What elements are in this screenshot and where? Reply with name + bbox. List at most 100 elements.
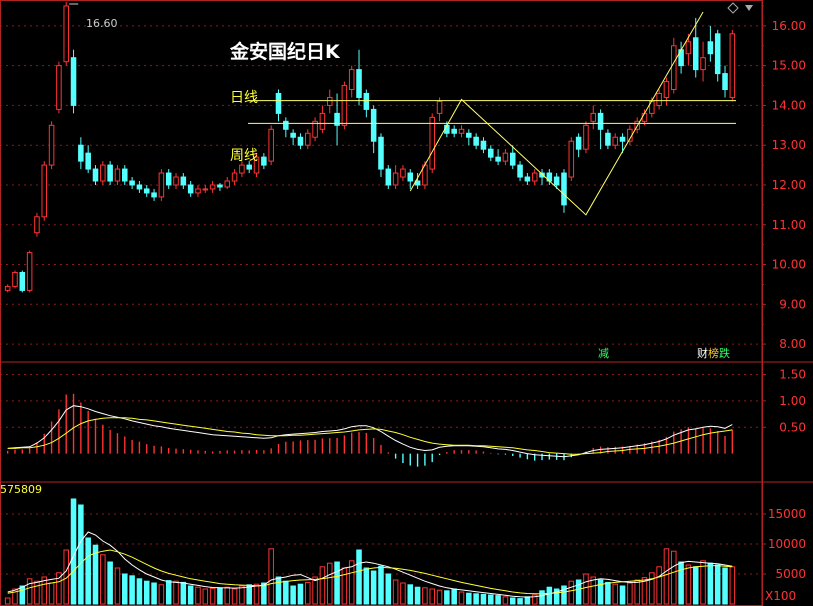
candle-body xyxy=(305,132,311,146)
candle-body xyxy=(700,57,706,71)
candle xyxy=(656,89,662,110)
candle-body xyxy=(48,124,55,166)
candle xyxy=(729,29,736,102)
window-controls[interactable] xyxy=(727,2,753,14)
volume-bar xyxy=(729,566,736,605)
volume-bar xyxy=(107,561,113,605)
volume-bar xyxy=(634,579,640,605)
daily-line-label: 日线 xyxy=(230,90,258,106)
candle-body xyxy=(34,216,40,234)
candle-body xyxy=(107,164,113,182)
volume-bar xyxy=(348,560,355,605)
volume-bar xyxy=(531,594,538,605)
volume-bar xyxy=(583,573,589,605)
trend-lines xyxy=(409,11,704,216)
volume-bar xyxy=(414,586,421,605)
volume-bar xyxy=(158,584,165,605)
candle-body xyxy=(597,112,604,130)
candle xyxy=(392,165,399,189)
candle xyxy=(619,133,626,154)
macd-dif-line xyxy=(7,405,733,458)
candle xyxy=(231,169,238,185)
candle-body xyxy=(575,136,582,150)
candle-body xyxy=(261,156,267,166)
price-tick-label: 11.00 xyxy=(772,218,806,232)
candle xyxy=(261,153,267,170)
candle-body xyxy=(78,144,84,162)
volume-ma-short xyxy=(7,531,733,598)
candle xyxy=(209,181,216,193)
volume-bar xyxy=(19,585,26,605)
candle xyxy=(12,270,18,289)
candle-body xyxy=(173,176,179,186)
macd-series xyxy=(6,393,734,467)
candle xyxy=(722,65,728,98)
volume-bar xyxy=(473,593,479,605)
volume-bar xyxy=(231,588,238,605)
candle-body xyxy=(656,92,662,106)
volume-bar xyxy=(444,590,450,605)
volume-bar xyxy=(370,570,377,605)
candle-body xyxy=(246,164,252,170)
candle xyxy=(305,129,311,150)
price-tick-label: 15.00 xyxy=(772,59,806,73)
candle xyxy=(568,137,575,181)
candle-body xyxy=(326,96,333,106)
candle-body xyxy=(517,164,523,178)
price-tick-label: 10.00 xyxy=(772,258,806,272)
volume-bar xyxy=(714,564,721,605)
candle xyxy=(714,29,721,82)
volume-bar xyxy=(239,585,245,605)
candle xyxy=(400,165,406,181)
chart-title: 金安国纪日K xyxy=(229,40,341,63)
candle xyxy=(436,97,443,122)
candle xyxy=(356,49,362,106)
price-tick-label: 12.00 xyxy=(772,178,806,192)
candle xyxy=(180,173,187,189)
triangle-down-icon[interactable] xyxy=(745,5,753,11)
volume-bar xyxy=(627,582,633,605)
candle xyxy=(85,145,91,174)
candle-body xyxy=(41,164,48,218)
candle-body xyxy=(92,168,99,182)
candle-body xyxy=(619,136,626,142)
tag-fall: 跌 xyxy=(719,346,730,360)
candle xyxy=(488,145,494,162)
candle xyxy=(122,165,128,185)
volume-bar xyxy=(143,580,150,605)
candle xyxy=(407,169,414,189)
volume-bar xyxy=(48,582,55,605)
volume-bar xyxy=(305,581,311,605)
candle xyxy=(326,89,333,114)
candle-body xyxy=(217,184,223,188)
candle xyxy=(370,105,377,154)
candle-body xyxy=(312,120,318,138)
candle xyxy=(707,25,714,62)
candle-body xyxy=(568,140,575,178)
volume-value-label: 575809 xyxy=(0,483,42,496)
candle-body xyxy=(224,180,231,188)
volume-bar xyxy=(151,582,157,605)
candle xyxy=(671,37,677,94)
candle-body xyxy=(209,184,216,190)
candle-body xyxy=(70,57,77,106)
volume-bar xyxy=(480,593,487,605)
volume-bar xyxy=(202,588,209,605)
candle-body xyxy=(348,69,355,91)
volume-bar xyxy=(436,589,443,605)
candle xyxy=(429,113,435,174)
volume-bar xyxy=(100,554,106,605)
volume-bar xyxy=(290,585,296,605)
candle-body xyxy=(502,152,509,162)
volume-bar xyxy=(707,562,714,605)
candle-body xyxy=(202,188,209,191)
volume-bar xyxy=(612,583,618,605)
volume-bar xyxy=(297,583,304,605)
diamond-icon[interactable] xyxy=(727,2,739,14)
candle-body xyxy=(151,192,157,198)
volume-bar xyxy=(136,578,143,605)
candle-body xyxy=(692,37,699,71)
volume-bar xyxy=(458,591,465,605)
candle xyxy=(195,184,201,197)
